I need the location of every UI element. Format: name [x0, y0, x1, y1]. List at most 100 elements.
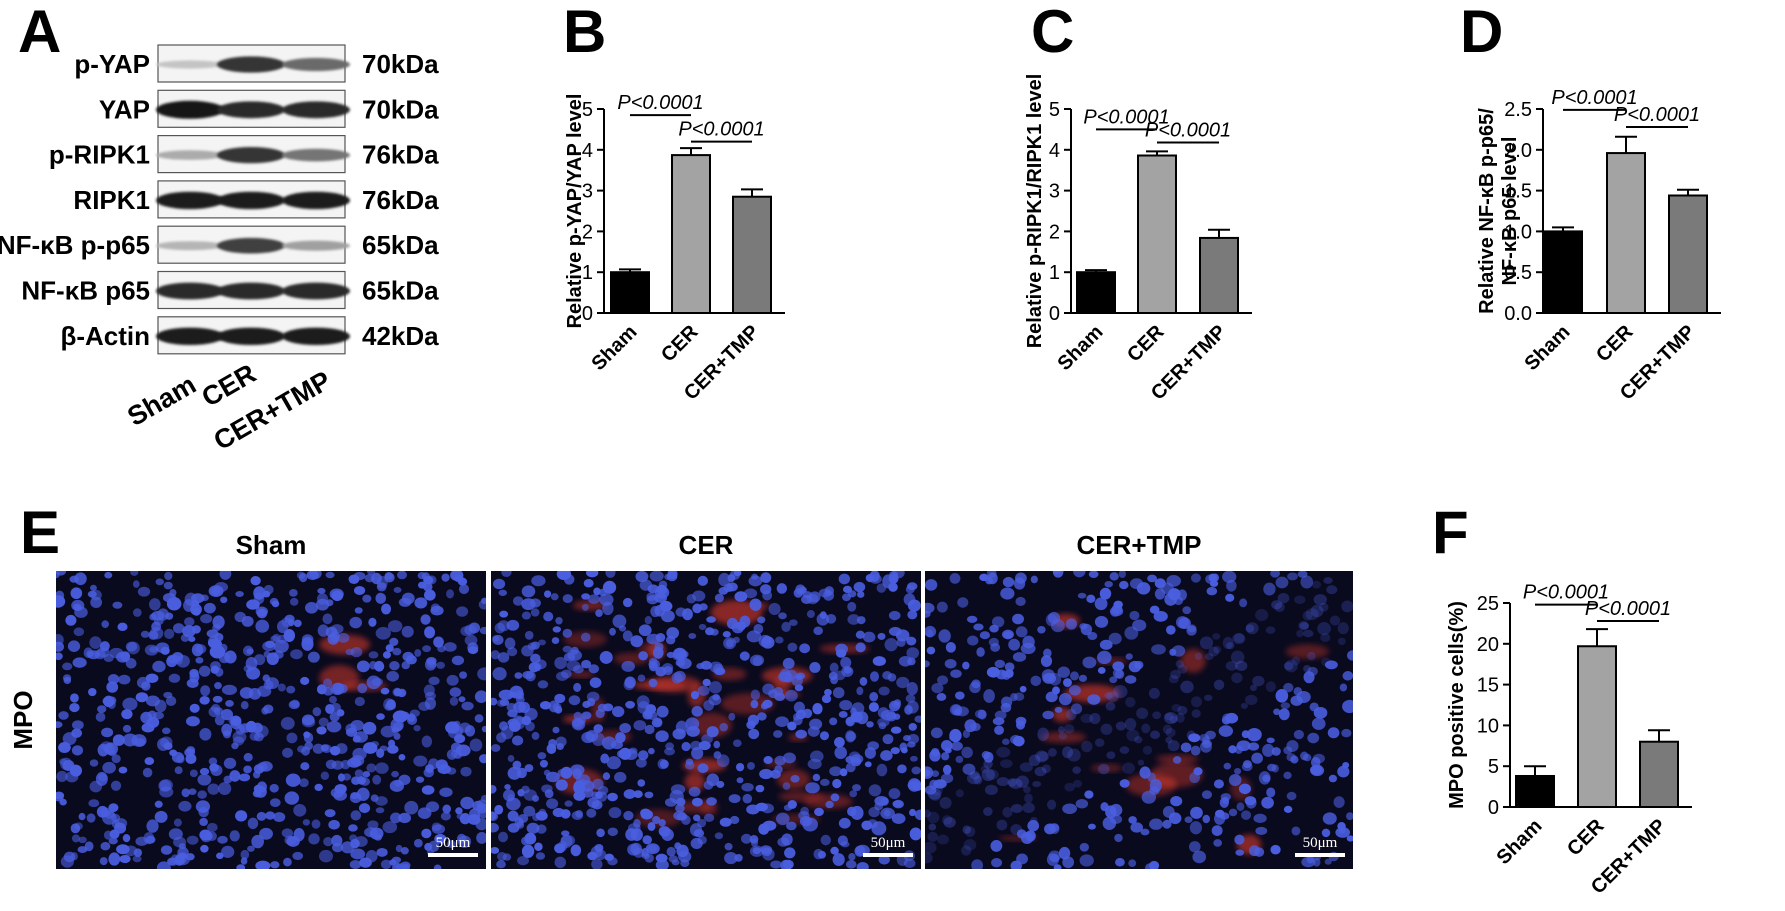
nucleus	[888, 788, 901, 799]
nucleus	[1206, 586, 1218, 596]
nucleus	[966, 615, 978, 623]
nucleus	[1191, 709, 1201, 718]
nucleus	[183, 599, 195, 612]
nucleus	[420, 614, 431, 625]
nucleus	[1302, 610, 1313, 621]
blot-row-label: p-RIPK1	[49, 140, 150, 170]
blot-band	[282, 327, 350, 345]
nucleus	[736, 777, 744, 784]
nucleus	[1107, 691, 1119, 703]
nucleus	[521, 645, 534, 657]
nucleus	[587, 797, 600, 808]
nucleus	[206, 822, 218, 832]
category-label: Sham	[1520, 321, 1574, 375]
panel-letter-b: B	[563, 0, 606, 65]
nucleus	[1066, 708, 1077, 721]
nucleus	[1294, 595, 1306, 604]
nucleus	[146, 716, 160, 728]
nucleus	[469, 738, 483, 752]
nucleus	[1082, 656, 1097, 669]
nucleus	[728, 794, 741, 804]
nucleus	[507, 810, 519, 822]
nucleus	[464, 624, 477, 636]
nucleus	[256, 608, 268, 619]
nucleus	[1270, 844, 1281, 855]
nucleus	[60, 855, 74, 868]
nucleus	[1241, 810, 1252, 820]
nucleus	[814, 807, 824, 817]
nucleus	[829, 717, 838, 726]
nucleus	[87, 650, 100, 660]
nucleus	[747, 714, 760, 726]
nucleus	[734, 853, 743, 862]
nucleus	[1213, 645, 1222, 654]
nucleus	[376, 847, 388, 857]
mpo-signal	[1180, 648, 1206, 673]
nucleus	[1164, 711, 1178, 725]
nucleus	[132, 855, 142, 863]
nucleus	[925, 809, 931, 818]
nucleus	[1245, 624, 1255, 633]
y-tick-label: 1.5	[1504, 181, 1532, 203]
western-blot: p-YAP 70kDa YAP 70kDa p-RIPK1 76kDa RIPK1 76kDa…	[0, 44, 439, 456]
nucleus	[712, 693, 720, 701]
nucleus	[1233, 632, 1245, 644]
nucleus	[477, 667, 486, 681]
nucleus	[102, 761, 116, 774]
nucleus	[380, 687, 390, 695]
nucleus	[802, 591, 812, 599]
nucleus	[609, 627, 616, 636]
nucleus	[1322, 812, 1337, 825]
nucleus	[1048, 748, 1057, 757]
nucleus	[163, 581, 173, 590]
nucleus	[837, 835, 848, 846]
nucleus	[1338, 826, 1346, 834]
nucleus	[163, 742, 173, 750]
nucleus	[1035, 750, 1049, 763]
nucleus	[524, 630, 534, 640]
nucleus	[446, 840, 456, 849]
y-axis-label: Relative NF-κB p-p65/	[1476, 108, 1498, 314]
blot-band	[156, 282, 224, 300]
nucleus	[996, 819, 1008, 831]
nucleus	[1204, 653, 1214, 661]
nucleus	[464, 634, 478, 646]
nucleus	[1012, 613, 1024, 625]
nucleus	[911, 766, 921, 775]
nucleus	[218, 782, 232, 795]
nucleus	[1141, 723, 1151, 734]
nucleus	[437, 645, 446, 653]
nucleus	[1008, 778, 1023, 789]
nucleus	[504, 784, 511, 790]
nucleus	[637, 779, 646, 787]
blot-band	[217, 147, 285, 164]
nucleus	[316, 726, 327, 735]
nucleus	[1140, 828, 1150, 836]
nucleus	[89, 636, 102, 650]
nucleus	[829, 662, 839, 673]
nucleus	[1062, 746, 1073, 759]
nucleus	[389, 661, 400, 671]
nucleus	[789, 619, 798, 626]
nucleus	[749, 598, 762, 611]
nucleus	[1265, 626, 1276, 634]
y-tick-label: 1.0	[1504, 221, 1532, 243]
nucleus	[657, 758, 668, 770]
nucleus	[666, 627, 680, 640]
nucleus	[326, 720, 342, 733]
nucleus	[178, 800, 192, 812]
nucleus	[212, 624, 221, 632]
nucleus	[981, 751, 991, 760]
nucleus	[259, 827, 273, 840]
nucleus	[1166, 575, 1181, 587]
nucleus	[790, 775, 800, 783]
nucleus	[760, 702, 769, 710]
nucleus	[1005, 669, 1014, 678]
nucleus	[716, 780, 725, 788]
nucleus	[269, 783, 279, 793]
nucleus	[941, 752, 950, 761]
blot-band	[156, 100, 224, 119]
nucleus	[633, 819, 641, 828]
nucleus	[232, 736, 245, 746]
nucleus	[235, 810, 248, 822]
